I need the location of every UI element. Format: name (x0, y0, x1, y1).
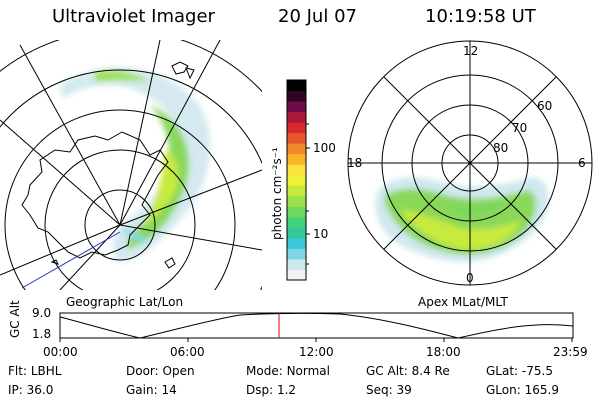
altitude-ymax: 9.0 (32, 306, 52, 320)
colorbar-swatch (287, 237, 306, 249)
mlt-label-midnight: 0 (466, 271, 474, 285)
status-dsp: Dsp: 1.2 (246, 383, 297, 397)
geo-latitude-circles (0, 40, 262, 290)
mlat-label-60: 60 (537, 99, 553, 113)
colorbar-swatch (287, 227, 306, 239)
mlt-label-dusk: 18 (347, 156, 363, 170)
status-mode: Mode: Normal (246, 364, 330, 378)
colorbar-unit-label: photon cm⁻²s⁻¹ (270, 147, 284, 240)
colorbar-swatch (287, 174, 306, 186)
colorbar-swatch (287, 185, 306, 197)
colorbar-swatch (287, 101, 306, 113)
status-gain: Gain: 14 (126, 383, 177, 397)
altitude-axis-label: GC Alt (8, 300, 22, 338)
colorbar-swatch (287, 248, 306, 260)
colorbar-swatch (287, 195, 306, 207)
status-flt: Flt: LBHL (8, 364, 62, 378)
altitude-ymin: 1.8 (32, 327, 52, 341)
geo-satellite-track (21, 231, 121, 289)
status-ip: IP: 36.0 (8, 383, 54, 397)
apex-mlt-lines (348, 41, 592, 285)
status-glat: GLat: -75.5 (486, 364, 553, 378)
apex-caption: Apex MLat/MLT (418, 295, 508, 309)
colorbar-swatch (287, 132, 306, 144)
mlat-label-80: 80 (493, 141, 509, 155)
colorbar-swatch (287, 80, 306, 92)
mlat-label-70: 70 (512, 121, 528, 135)
antarctica-coastline (21, 131, 169, 259)
status-glon: GLon: 165.9 (486, 383, 559, 397)
colorbar-swatch (287, 216, 306, 228)
status-gc-alt: GC Alt: 8.4 Re (366, 364, 450, 378)
instrument-title: Ultraviolet Imager (52, 6, 215, 27)
geographic-caption: Geographic Lat/Lon (66, 295, 184, 309)
colorbar-swatch (287, 206, 306, 218)
status-door: Door: Open (126, 364, 195, 378)
time-tick-1200: 12:00 (299, 345, 334, 359)
colorbar-swatch (287, 143, 306, 155)
colorbar (287, 80, 306, 281)
colorbar-tick-marks (306, 123, 310, 265)
mlt-label-noon: 12 (463, 44, 479, 58)
apex-polar-plot (347, 40, 593, 286)
colorbar-swatch (287, 90, 306, 102)
status-seq: Seq: 39 (366, 383, 412, 397)
colorbar-swatch (287, 258, 306, 270)
time-tick-0000: 00:00 (43, 345, 78, 359)
colorbar-frame (286, 79, 307, 281)
geo-meridians (0, 40, 262, 290)
geo-aurora-emission (60, 67, 211, 262)
colorbar-swatch (287, 269, 306, 281)
altitude-curve (59, 312, 574, 339)
altitude-x-ticks (59, 338, 573, 342)
colorbar-swatch (287, 111, 306, 123)
geo-islands (50, 257, 176, 269)
geographic-map (0, 40, 262, 290)
new-zealand-coastline (171, 61, 195, 80)
mlt-label-dawn: 6 (578, 156, 586, 170)
colorbar-swatch (287, 122, 306, 134)
colorbar-swatch (287, 153, 306, 165)
altitude-plot-frame (59, 312, 574, 339)
time-tick-2359: 23:59 (553, 345, 588, 359)
time-tick-0600: 06:00 (170, 345, 205, 359)
colorbar-tick-100: 100 (313, 141, 336, 155)
colorbar-swatch (287, 164, 306, 176)
colorbar-tick-10: 10 (313, 227, 329, 241)
time-tick-1800: 18:00 (426, 345, 461, 359)
image-time: 10:19:58 UT (425, 6, 536, 27)
image-date: 20 Jul 07 (278, 6, 357, 27)
